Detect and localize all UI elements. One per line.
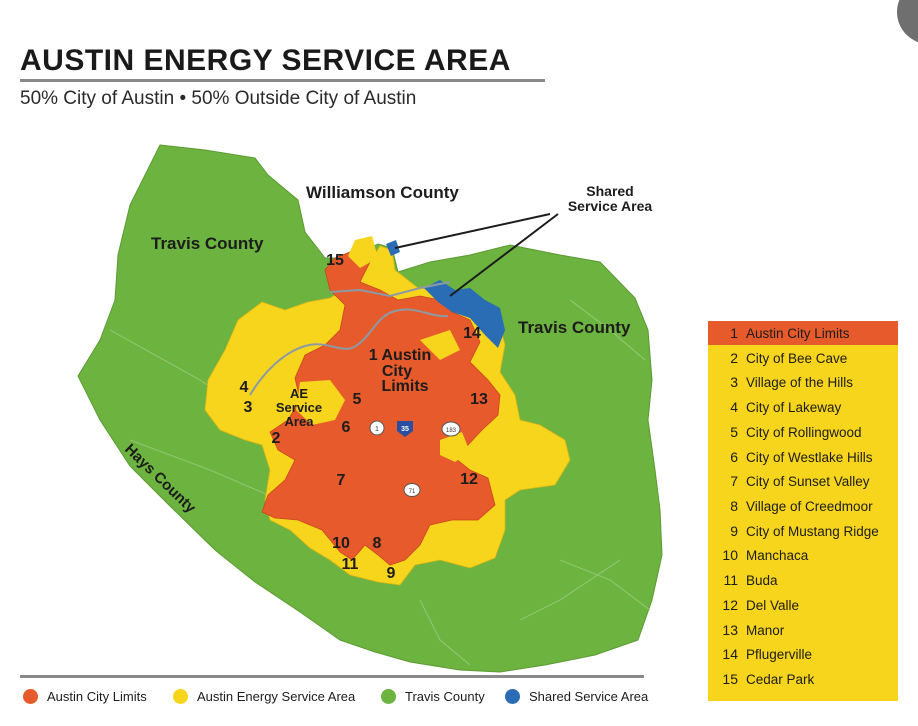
shared-area-pointers	[394, 213, 559, 297]
legend-row-13: 13 Manor	[722, 622, 785, 638]
williamson-county-label: Williamson County	[306, 183, 459, 202]
marker-6: 6	[342, 419, 351, 436]
map-title: AUSTIN ENERGY SERVICE AREA	[20, 44, 511, 77]
legend-row-5: 5 City of Rollingwood	[730, 424, 862, 440]
austin-city-limits-label-line2: City	[382, 363, 412, 380]
travis-county-nw-label: Travis County	[151, 234, 264, 253]
legend-row-12: 12 Del Valle	[722, 597, 800, 613]
shared-service-area-region	[424, 280, 505, 348]
colorado-river	[249, 308, 449, 396]
shared-area-label-line1: Shared	[586, 183, 633, 199]
marker-12: 12	[460, 471, 478, 488]
ae-service-area-label-line3: Area	[285, 414, 315, 429]
bottom-divider	[20, 675, 644, 678]
title-divider	[20, 79, 545, 82]
ae-service-area-label-line2: Service	[276, 400, 322, 415]
key-ae-service-area: Austin Energy Service Area	[173, 687, 355, 707]
ae-service-area-label-line1: AE	[290, 386, 308, 401]
highway-183-label: 183	[446, 428, 457, 434]
key-travis-county: Travis County	[381, 687, 485, 707]
shared-service-area-north	[386, 240, 400, 256]
legend-row-10: 10 Manchaca	[722, 547, 809, 563]
shared-area-label-line2: Service Area	[568, 198, 653, 214]
marker-4: 4	[240, 379, 249, 396]
orange-dot-icon	[23, 689, 38, 705]
marker-3: 3	[244, 399, 253, 416]
legend-row-4: 4 City of Lakeway	[730, 399, 842, 415]
austin-city-limits-label-line1: 1 Austin	[369, 347, 432, 364]
legend-row-9: 9 City of Mustang Ridge	[730, 523, 879, 539]
yellow-dot-icon	[173, 689, 188, 705]
marker-9: 9	[387, 565, 396, 582]
austin-city-limits-label-line3: Limits	[381, 378, 428, 395]
highway-35-label: 35	[401, 426, 409, 433]
legend-row-3: 3 Village of the Hills	[730, 374, 854, 390]
highway-1-label: 1	[375, 426, 379, 433]
municipality-cutouts	[296, 236, 470, 462]
highway-shields: 1 35 183 71	[369, 420, 461, 497]
marker-14: 14	[463, 325, 481, 342]
travis-county-east-label: Travis County	[518, 318, 631, 337]
county-boundary-line	[329, 281, 451, 298]
legend-row-2: 2 City of Bee Cave	[730, 350, 848, 366]
marker-5: 5	[353, 391, 362, 408]
marker-10: 10	[332, 535, 350, 552]
legend-row-14: 14 Pflugerville	[722, 646, 813, 662]
marker-15: 15	[326, 252, 344, 269]
blue-dot-icon	[505, 689, 520, 705]
legend-row-15: 15 Cedar Park	[722, 671, 815, 687]
marker-7: 7	[337, 472, 346, 489]
marker-13: 13	[470, 391, 488, 408]
legend-row-6: 6 City of Westlake Hills	[730, 449, 873, 465]
marker-8: 8	[373, 535, 382, 552]
key-austin-city-limits: Austin City Limits	[23, 687, 147, 707]
highway-71-label: 71	[409, 489, 416, 495]
legend-row-8: 8 Village of Creedmoor	[730, 498, 873, 514]
map-subtitle: 50% City of Austin • 50% Outside City of…	[20, 88, 417, 109]
marker-11: 11	[342, 556, 359, 573]
legend-row-1: 1 Austin City Limits	[708, 321, 898, 345]
legend-row-7: 7 City of Sunset Valley	[730, 473, 870, 489]
legend-row-11: 11 Buda	[723, 572, 778, 588]
marker-2: 2	[272, 430, 281, 447]
green-dot-icon	[381, 689, 396, 705]
key-shared-service-area: Shared Service Area	[505, 687, 648, 707]
